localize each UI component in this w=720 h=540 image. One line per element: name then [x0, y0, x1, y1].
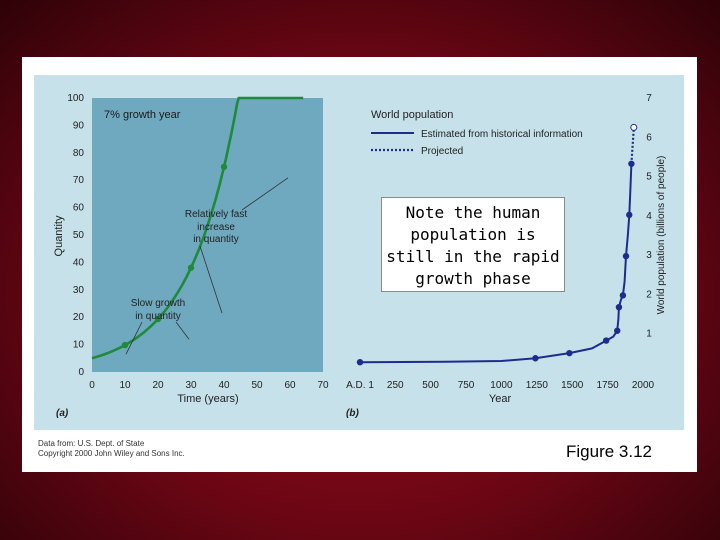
annotation-fast-growth: increase [197, 222, 235, 233]
growth-marker [187, 264, 195, 271]
x-tick-label-b: 500 [422, 380, 439, 391]
legend-label-projected: Projected [421, 146, 463, 157]
credit-line-1: Data from: U.S. Dept. of State [38, 439, 145, 448]
population-marker [566, 349, 573, 357]
annotation-arrow [241, 177, 289, 211]
x-tick-label-a: 70 [317, 380, 329, 391]
y-tick-label-b: 1 [646, 329, 652, 340]
chart-b-panel-label: (b) [346, 408, 359, 419]
y-tick-label-b: 2 [646, 289, 652, 300]
population-marker [602, 337, 610, 344]
x-tick-label-b: 1250 [526, 380, 549, 391]
x-tick-label-a: 10 [119, 380, 131, 391]
y-tick-label-a: 30 [73, 285, 85, 296]
x-tick-label-a: 20 [152, 380, 164, 391]
legend-label-estimated: Estimated from historical information [421, 129, 583, 140]
note-line-1: Note the human [405, 203, 541, 222]
chart-b-xlabel: Year [489, 393, 512, 405]
note-box: Note the human population is still in th… [381, 197, 565, 292]
population-marker [622, 252, 630, 260]
x-tick-label-a: 30 [185, 380, 197, 391]
y-tick-label-a: 70 [73, 175, 85, 186]
x-tick-label-b: 1500 [561, 380, 584, 391]
annotation-arrow [125, 321, 143, 355]
chart-a-title: 7% growth year [104, 109, 181, 121]
x-tick-label-b: 750 [458, 380, 475, 391]
y-tick-label-a: 60 [73, 203, 85, 214]
projected-curve [630, 128, 635, 164]
y-tick-label-a: 40 [73, 257, 85, 268]
chart-a-ylabel: Quantity [53, 215, 65, 256]
y-tick-label-a: 80 [73, 148, 85, 159]
x-tick-label-b: 2000 [632, 380, 655, 391]
y-tick-label-a: 90 [73, 120, 85, 131]
x-tick-label-a: 50 [251, 380, 263, 391]
annotation-arrow [175, 321, 190, 340]
growth-marker [220, 163, 228, 171]
x-tick-label-a: 0 [89, 380, 95, 391]
x-tick-label-b: 250 [387, 380, 404, 391]
y-tick-label-a: 0 [78, 367, 84, 378]
y-tick-label-a: 50 [73, 230, 85, 241]
note-line-3: still in the rapid [386, 247, 560, 266]
chart-b-title: World population [371, 109, 453, 121]
growth-marker [154, 315, 162, 323]
projected-endpoint-marker [630, 123, 638, 131]
x-tick-label-b: 1000 [490, 380, 513, 391]
x-tick-label-b: A.D. 1 [346, 380, 374, 391]
chart-a-xlabel: Time (years) [177, 393, 238, 405]
y-tick-label-b: 4 [646, 211, 652, 222]
x-tick-label-a: 40 [218, 380, 230, 391]
chart-b-ylabel: World population (billions of people) [656, 156, 667, 315]
population-marker [356, 358, 364, 366]
population-marker [619, 292, 627, 299]
annotation-slow-growth: in quantity [135, 311, 181, 322]
annotation-fast-growth: Relatively fast [185, 209, 247, 220]
y-tick-label-a: 10 [73, 340, 85, 351]
annotation-arrow [199, 245, 223, 314]
x-tick-label-a: 60 [284, 380, 296, 391]
figure-caption: Figure 3.12 [566, 442, 652, 461]
note-line-2: population is [410, 225, 536, 244]
chart-a-panel-label: (a) [56, 408, 69, 419]
population-marker [532, 355, 539, 362]
growth-marker [121, 341, 129, 349]
annotation-fast-growth: in quantity [193, 234, 239, 245]
y-tick-label-b: 7 [646, 93, 652, 104]
y-tick-label-b: 6 [646, 132, 652, 143]
population-marker [614, 327, 621, 334]
y-tick-label-a: 100 [67, 93, 84, 104]
population-marker [626, 211, 633, 219]
population-marker [615, 303, 623, 311]
plot-area-a [92, 98, 323, 372]
annotation-slow-growth: Slow growth [131, 298, 185, 309]
y-tick-label-b: 5 [646, 172, 652, 183]
y-tick-label-b: 3 [646, 250, 652, 261]
credit-line-2: Copyright 2000 John Wiley and Sons Inc. [38, 449, 185, 458]
y-tick-label-a: 20 [73, 312, 85, 323]
x-tick-label-b: 1750 [596, 380, 619, 391]
note-line-4: growth phase [415, 269, 531, 288]
